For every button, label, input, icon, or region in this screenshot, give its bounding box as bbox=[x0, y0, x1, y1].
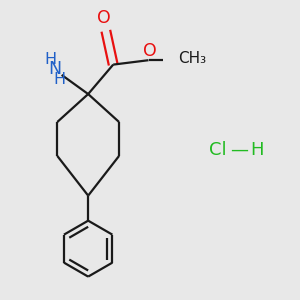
Text: H: H bbox=[53, 72, 65, 87]
Text: Cl: Cl bbox=[209, 141, 226, 159]
Text: —: — bbox=[230, 141, 248, 159]
Text: O: O bbox=[143, 42, 157, 60]
Text: H: H bbox=[44, 52, 56, 67]
Text: N: N bbox=[48, 60, 62, 78]
Text: H: H bbox=[251, 141, 264, 159]
Text: O: O bbox=[97, 9, 110, 27]
Text: CH₃: CH₃ bbox=[178, 51, 206, 66]
